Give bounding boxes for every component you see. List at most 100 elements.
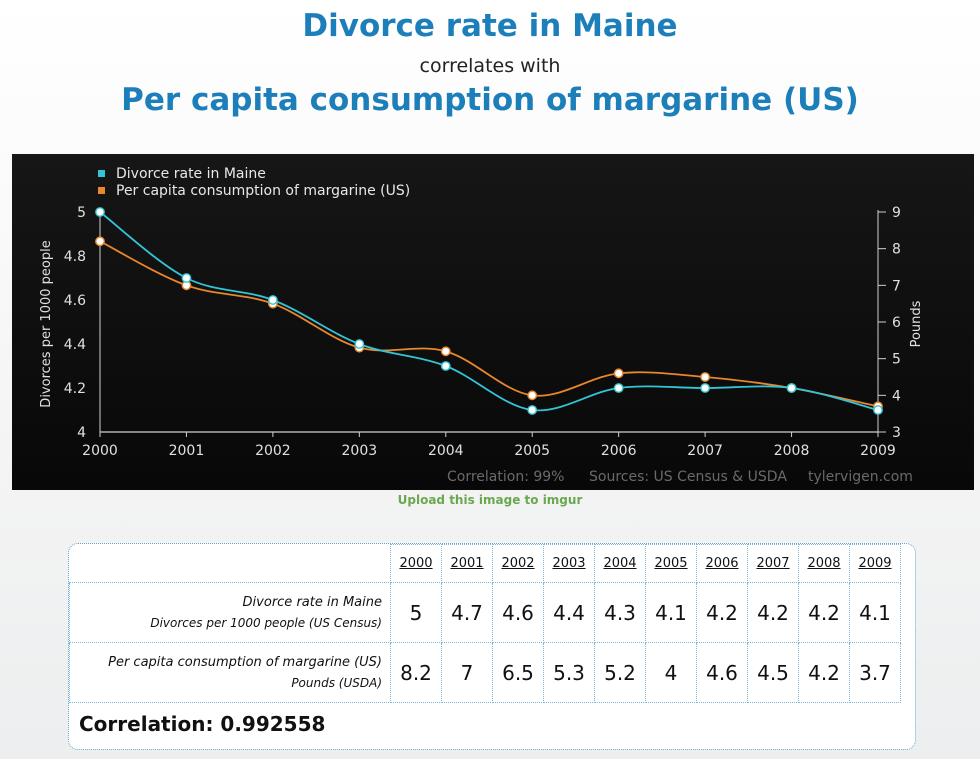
- y2-tick-label: 7: [892, 278, 901, 294]
- point-divorce: [95, 207, 105, 217]
- table-cell: 4.1: [645, 582, 697, 643]
- legend-swatch-series-b: [98, 187, 105, 194]
- table-cell: 4.2: [696, 582, 748, 643]
- point-divorce: [786, 383, 797, 393]
- y2-axis-title: Pounds: [909, 300, 924, 347]
- upload-imgur-link[interactable]: Upload this image to imgur: [397, 493, 583, 507]
- table-cell: 4.5: [747, 642, 799, 703]
- series-points: [95, 207, 883, 415]
- table-year-header: 2004: [594, 544, 646, 583]
- y2-tick-label: 4: [892, 388, 901, 404]
- point-margarine: [613, 368, 624, 379]
- x-tick-label: 2004: [428, 443, 464, 459]
- legend: Divorce rate in Maine Per capita consump…: [98, 166, 410, 199]
- chart-footer-site: tylervigen.com: [808, 469, 913, 485]
- table-year-header: 2003: [543, 544, 595, 583]
- year-label: 2005: [654, 556, 688, 571]
- legend-swatch-series-a: [98, 170, 105, 177]
- row-title: Per capita consumption of margarine (US): [108, 654, 382, 670]
- row-label-series-b: Per capita consumption of margarine (US)…: [69, 642, 391, 703]
- point-divorce: [267, 295, 278, 305]
- data-table-panel: 2000 2001 2002 2003 2004 2005 2006 2007 2008 2009…: [68, 543, 916, 750]
- table-row-series-a: Divorce rate in Maine Divorces per 1000 …: [69, 582, 901, 643]
- table-cell: 4.2: [798, 582, 850, 643]
- table-cell: 8.2: [390, 642, 442, 703]
- table-cell: 4.6: [696, 642, 748, 703]
- point-margarine: [700, 372, 711, 382]
- row-title: Divorce rate in Maine: [242, 594, 382, 610]
- table-cell: 4.3: [594, 582, 646, 643]
- table-cell: 4.6: [492, 582, 544, 643]
- row-subtitle: Divorces per 1000 people (US Census): [150, 615, 382, 630]
- x-tick-label: 2005: [514, 443, 550, 459]
- chart-panel: Divorce rate in Maine Per capita consump…: [12, 154, 974, 490]
- year-label: 2007: [756, 556, 790, 571]
- y-tick-label: 4: [77, 425, 86, 441]
- x-tick-label: 2003: [342, 443, 378, 459]
- series-line-margarine: [99, 240, 879, 408]
- y2-tick-label: 3: [892, 425, 901, 441]
- table-cell: 5: [390, 582, 442, 643]
- table-correlation: Correlation: 0.992558: [79, 712, 326, 736]
- table-cell: 4.2: [747, 582, 799, 643]
- table-cell: 6.5: [492, 642, 544, 703]
- point-divorce: [613, 383, 624, 393]
- table-cell: 4.4: [543, 582, 595, 643]
- year-label: 2004: [603, 556, 637, 571]
- y2-tick-label: 8: [892, 242, 901, 258]
- y-tick-label: 4.6: [64, 293, 86, 309]
- table-year-header: 2007: [747, 544, 799, 583]
- x-tick-label: 2002: [255, 443, 291, 459]
- point-margarine: [95, 236, 105, 247]
- table-row-series-b: Per capita consumption of margarine (US)…: [69, 642, 901, 703]
- x-tick-label: 2000: [82, 443, 118, 459]
- table-year-header: 2006: [696, 544, 748, 583]
- table-year-header: 2005: [645, 544, 697, 583]
- line-chart: Divorce rate in Maine Per capita consump…: [39, 166, 924, 485]
- table-cell: 4.2: [798, 642, 850, 703]
- x-tick-label: 2009: [860, 443, 896, 459]
- table-year-header: 2002: [492, 544, 544, 583]
- year-label: 2008: [807, 556, 841, 571]
- year-label: 2000: [399, 556, 433, 571]
- table-cell: 5.3: [543, 642, 595, 703]
- table-cell: 4: [645, 642, 697, 703]
- year-label: 2002: [501, 556, 535, 571]
- table-cell: 4.7: [441, 582, 493, 643]
- legend-label-series-b: Per capita consumption of margarine (US): [116, 183, 410, 199]
- table-year-header: 2000: [390, 544, 442, 583]
- x-tick-label: 2006: [601, 443, 637, 459]
- point-divorce: [181, 273, 192, 283]
- data-table: 2000 2001 2002 2003 2004 2005 2006 2007 2008 2009…: [69, 544, 901, 703]
- point-divorce: [440, 361, 451, 371]
- point-divorce: [354, 339, 365, 349]
- series-lines: [99, 211, 879, 412]
- y-tick-label: 4.8: [64, 249, 86, 265]
- chart-footer-correlation: Correlation: 99%: [447, 469, 564, 485]
- table-year-row: 2000 2001 2002 2003 2004 2005 2006 2007 2008 2009: [69, 544, 901, 583]
- y-axis-title: Divorces per 1000 people: [39, 240, 54, 407]
- legend-label-series-a: Divorce rate in Maine: [116, 166, 266, 182]
- table-corner: [69, 544, 391, 583]
- x-tick-label: 2008: [774, 443, 810, 459]
- point-margarine: [527, 390, 538, 401]
- y2-tick-label: 9: [892, 205, 901, 221]
- table-cell: 4.1: [849, 582, 901, 643]
- title-series-b: Per capita consumption of margarine (US): [121, 82, 859, 118]
- table-cell: 7: [441, 642, 493, 703]
- year-label: 2006: [705, 556, 739, 571]
- row-label-series-a: Divorce rate in Maine Divorces per 1000 …: [69, 582, 391, 643]
- title-connector: correlates with: [419, 55, 561, 77]
- y2-tick-label: 6: [892, 315, 901, 331]
- x-tick-label: 2001: [169, 443, 205, 459]
- title-series-a: Divorce rate in Maine: [302, 8, 678, 44]
- table-cell: 3.7: [849, 642, 901, 703]
- point-divorce: [873, 405, 883, 415]
- y-tick-label: 4.2: [64, 381, 86, 397]
- y2-tick-label: 5: [892, 352, 901, 368]
- y-tick-label: 5: [77, 205, 86, 221]
- y-tick-label: 4.4: [64, 337, 86, 353]
- row-subtitle: Pounds (USDA): [291, 675, 382, 690]
- point-margarine: [440, 346, 451, 357]
- x-tick-label: 2007: [687, 443, 723, 459]
